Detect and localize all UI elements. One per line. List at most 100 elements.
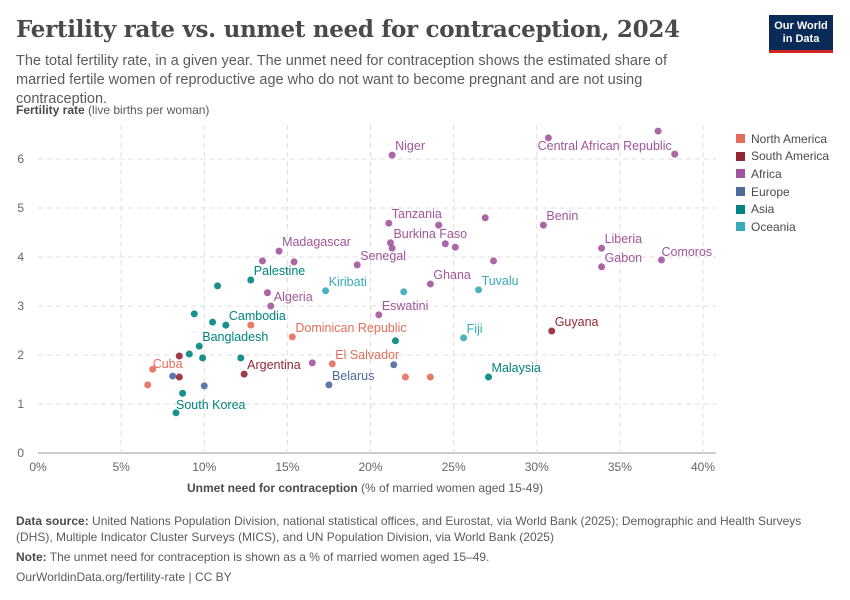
data-point [353,261,361,269]
legend-swatch [736,169,745,179]
point-label: Cambodia [229,309,286,323]
data-point [598,263,606,271]
data-source: Data source: United Nations Population D… [16,513,836,545]
note-text: The unmet need for contraception is show… [49,550,490,564]
data-point [288,333,296,341]
data-point [258,257,266,265]
data-point [544,134,552,142]
data-point [490,257,498,265]
data-point [247,321,255,329]
data-point [460,334,468,342]
legend-item[interactable]: Europe [736,183,829,201]
data-point [400,288,408,296]
data-point [190,310,198,318]
chart-title: Fertility rate vs. unmet need for contra… [16,16,680,43]
data-point [426,280,434,288]
data-point [209,318,217,326]
x-tick-label: 40% [691,460,715,474]
source-label: Data source: [16,514,89,528]
source-url[interactable]: OurWorldinData.org/fertility-rate | CC B… [16,570,232,584]
data-point [328,360,336,368]
point-label: Tuvalu [482,274,519,288]
y-tick-label: 3 [17,299,24,313]
data-point [375,311,383,319]
point-label: Fiji [467,322,483,336]
source-text: United Nations Population Division, nati… [16,514,802,544]
y-tick-label: 2 [17,348,24,362]
legend-label: North America [751,131,828,146]
data-point [451,243,459,251]
note: Note: The unmet need for contraception i… [16,549,836,565]
data-point [149,365,157,373]
data-point [401,373,409,381]
point-label: Bangladesh [202,330,268,344]
data-point [671,150,679,158]
legend-item[interactable]: North America [736,130,829,148]
legend-item[interactable]: South America [736,148,829,166]
legend-item[interactable]: Oceania [736,218,829,236]
y-tick-label: 1 [17,397,24,411]
point-label: Eswatini [382,299,429,313]
data-point [275,247,283,255]
data-point [179,389,187,397]
point-label: Tanzania [392,207,442,221]
data-point [144,381,152,389]
point-label: Senegal [360,249,406,263]
data-point [169,372,177,380]
data-point [267,302,275,310]
data-point [481,214,489,222]
x-tick-label: 0% [29,460,47,474]
point-label: Liberia [605,232,643,246]
x-tick-label: 25% [442,460,466,474]
data-point [175,373,183,381]
data-point [240,370,248,378]
owid-logo[interactable]: Our World in Data [769,15,833,53]
x-tick-label: 10% [192,460,216,474]
data-point [386,239,394,247]
y-tick-label: 4 [17,250,24,264]
y-tick-label: 0 [17,446,24,460]
data-point [441,240,449,248]
legend-item[interactable]: Africa [736,165,829,183]
point-label: Comoros [661,245,712,259]
data-point [426,373,434,381]
point-label: Palestine [254,264,305,278]
data-point [185,350,193,358]
data-point [200,382,208,390]
data-point [391,337,399,345]
x-tick-label: 35% [608,460,632,474]
data-point [654,127,662,135]
data-point [195,342,203,350]
point-label: El Salvador [335,348,399,362]
data-point [214,282,222,290]
x-tick-label: 15% [275,460,299,474]
legend-item[interactable]: Asia [736,200,829,218]
point-label: Malaysia [492,361,541,375]
legend-swatch [736,204,745,214]
data-point [290,258,298,266]
legend-label: South America [751,149,830,164]
data-point [308,359,316,367]
y-axis-label-bold: Fertility rate [16,103,85,117]
legend-label: Europe [751,184,790,199]
data-point [435,221,443,229]
data-point [388,151,396,159]
point-label: Gabon [605,251,643,265]
data-point [222,321,230,329]
data-point [199,354,207,362]
data-point [657,256,665,264]
point-label: Benin [546,209,578,223]
x-axis-label: Unmet need for contraception (% of marri… [187,481,543,495]
data-point [475,286,483,294]
data-point [322,287,330,295]
legend-swatch [736,222,745,232]
point-label: Cuba [153,357,183,371]
legend-swatch [736,151,745,161]
x-axis-label-bold: Unmet need for contraception [187,481,358,495]
note-label: Note: [16,550,47,564]
point-label: South Korea [176,398,246,412]
legend-label: Oceania [751,219,796,234]
point-label: Guyana [555,315,599,329]
legend-label: Africa [751,166,782,181]
point-label: Central African Republic [538,139,672,153]
